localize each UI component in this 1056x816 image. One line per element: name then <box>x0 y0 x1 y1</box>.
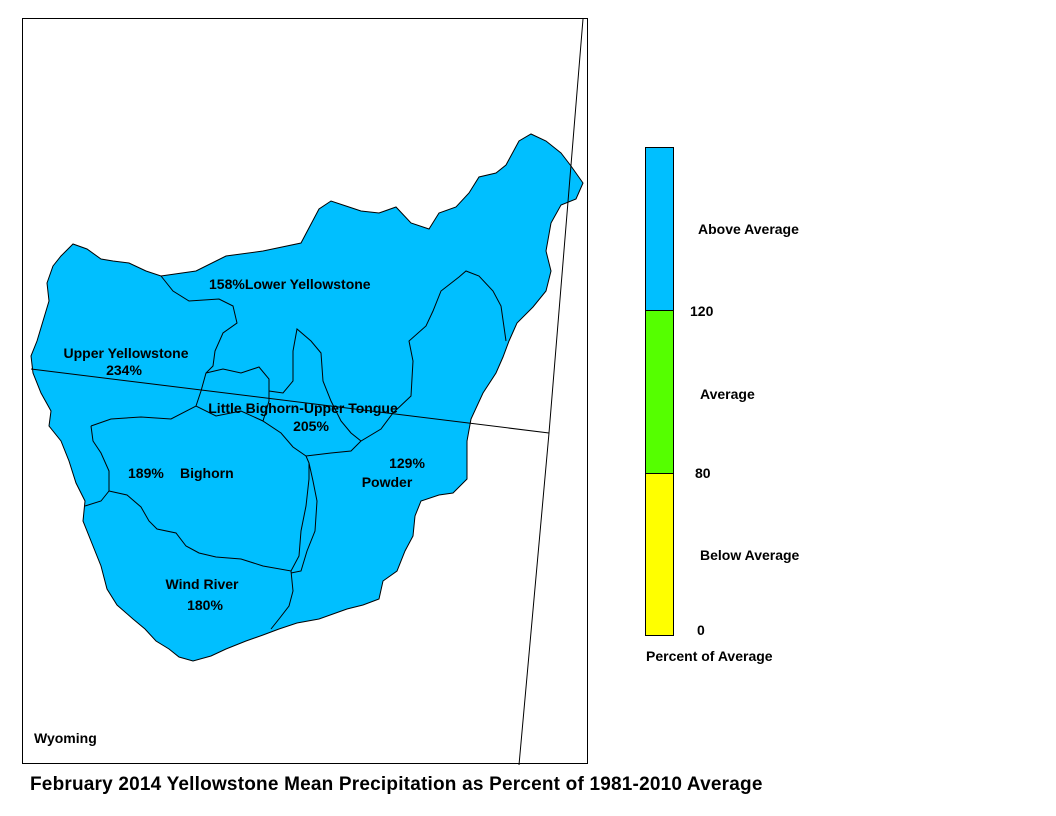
state-boundaries <box>30 19 584 765</box>
state-label: Wyoming <box>34 730 97 746</box>
basin-boundaries <box>84 270 507 630</box>
legend-label-below: Below Average <box>700 547 800 563</box>
basin-map: 158%Lower Yellowstone Upper Yellowstone … <box>30 19 584 765</box>
legend-title: Percent of Average <box>646 648 773 664</box>
legend-swatch-below <box>645 473 674 636</box>
legend-swatch-above <box>645 147 674 311</box>
label-bighorn-percent: 189% <box>128 465 164 481</box>
label-powder-name: Powder <box>362 474 413 490</box>
legend-swatch-average <box>645 310 674 474</box>
label-wind-river-name: Wind River <box>166 576 240 592</box>
label-wind-river-percent: 180% <box>187 597 223 613</box>
map-frame: 158%Lower Yellowstone Upper Yellowstone … <box>22 18 588 765</box>
label-upper-yellowstone-name: Upper Yellowstone <box>64 345 189 361</box>
basin-labels: 158%Lower Yellowstone Upper Yellowstone … <box>64 276 426 613</box>
label-lower-yellowstone: 158%Lower Yellowstone <box>209 276 371 292</box>
legend-tick-0: 0 <box>697 622 705 638</box>
label-powder-percent: 129% <box>389 455 425 471</box>
map-title: February 2014 Yellowstone Mean Precipita… <box>30 774 763 795</box>
label-little-bighorn-name: Little Bighorn-Upper Tongue <box>208 400 398 416</box>
label-little-bighorn-percent: 205% <box>293 418 329 434</box>
label-upper-yellowstone-percent: 234% <box>106 362 142 378</box>
label-bighorn-name: Bighorn <box>180 465 234 481</box>
legend-label-average: Average <box>700 386 755 402</box>
legend-label-above: Above Average <box>698 221 799 237</box>
legend-tick-120: 120 <box>690 303 714 319</box>
basin-fill-outline <box>30 133 584 662</box>
legend-tick-80: 80 <box>695 465 711 481</box>
